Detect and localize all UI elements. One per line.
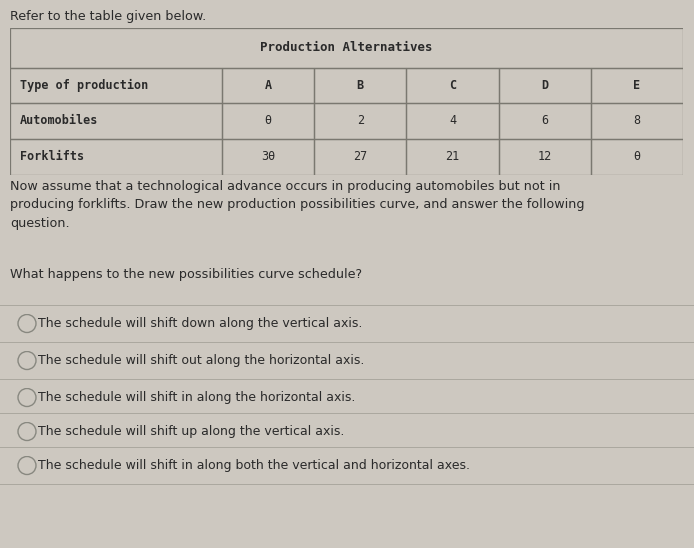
Text: 21: 21 [446, 151, 459, 163]
Text: A: A [264, 79, 271, 92]
Text: The schedule will shift up along the vertical axis.: The schedule will shift up along the ver… [38, 425, 344, 438]
Bar [591, 139, 683, 175]
Text: E: E [634, 79, 641, 92]
Bar [498, 103, 591, 139]
Bar [591, 103, 683, 139]
Bar [407, 139, 498, 175]
Text: The schedule will shift down along the vertical axis.: The schedule will shift down along the v… [38, 317, 362, 330]
Text: 27: 27 [353, 151, 367, 163]
Text: What happens to the new possibilities curve schedule?: What happens to the new possibilities cu… [10, 268, 362, 281]
Text: 8: 8 [634, 115, 641, 128]
Text: Now assume that a technological advance occurs in producing automobiles but not : Now assume that a technological advance … [10, 180, 584, 230]
Bar [222, 139, 314, 175]
Text: Refer to the table given below.: Refer to the table given below. [10, 10, 206, 23]
Text: 2: 2 [357, 115, 364, 128]
Text: Forklifts: Forklifts [20, 151, 84, 163]
Text: 3θ: 3θ [261, 151, 276, 163]
Text: θ: θ [634, 151, 641, 163]
Bar [591, 68, 683, 103]
Bar [498, 68, 591, 103]
Bar [10, 28, 683, 68]
Text: The schedule will shift in along both the vertical and horizontal axes.: The schedule will shift in along both th… [38, 459, 470, 472]
Text: 6: 6 [541, 115, 548, 128]
Bar [10, 139, 222, 175]
Text: Automobiles: Automobiles [20, 115, 99, 128]
Bar [10, 68, 222, 103]
Text: Type of production: Type of production [20, 79, 149, 92]
Bar [222, 68, 314, 103]
Text: D: D [541, 79, 548, 92]
Bar [314, 139, 407, 175]
Text: B: B [357, 79, 364, 92]
Text: The schedule will shift out along the horizontal axis.: The schedule will shift out along the ho… [38, 354, 364, 367]
Bar [314, 68, 407, 103]
Text: θ: θ [264, 115, 271, 128]
Bar [498, 139, 591, 175]
Text: Production Alternatives: Production Alternatives [260, 41, 433, 54]
Text: The schedule will shift in along the horizontal axis.: The schedule will shift in along the hor… [38, 391, 355, 404]
Bar [407, 68, 498, 103]
Text: C: C [449, 79, 456, 92]
Bar [10, 103, 222, 139]
Bar [222, 103, 314, 139]
Bar [314, 103, 407, 139]
Text: 4: 4 [449, 115, 456, 128]
Text: 12: 12 [538, 151, 552, 163]
Bar [407, 103, 498, 139]
